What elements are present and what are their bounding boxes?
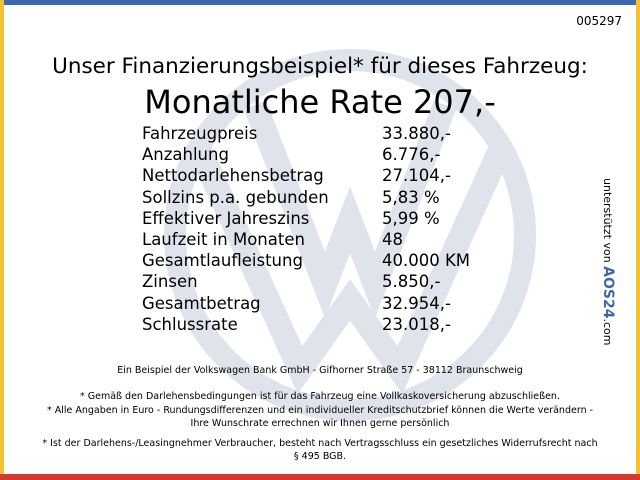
- row-value: 48: [382, 230, 403, 249]
- sidebar-text: unterstützt von: [601, 178, 614, 263]
- row-value: 5,99 %: [382, 208, 440, 228]
- footer-line: * Gemäß den Darlehensbedingungen ist für…: [80, 391, 560, 402]
- row-label: Gesamtlaufleistung: [142, 251, 303, 271]
- row-value: 40.000 KM: [382, 251, 471, 271]
- offer-id: 005297: [576, 14, 622, 28]
- bottom-border: [0, 474, 640, 480]
- brand: AOS24: [600, 266, 616, 319]
- row-label: Gesamtbetrag: [142, 293, 261, 313]
- row-value: 23.018,-: [382, 314, 451, 334]
- monthly-rate: Monatliche Rate 207,-: [144, 83, 496, 121]
- left-border: [0, 0, 4, 480]
- row-label: Laufzeit in Monaten: [142, 230, 305, 249]
- brand-suffix: .com: [601, 318, 614, 346]
- row-label: Anzahlung: [142, 145, 229, 165]
- row-value: 33.880,-: [382, 124, 451, 143]
- row-label: Sollzins p.a. gebunden: [142, 187, 329, 207]
- footer-line: Ein Beispiel der Volkswagen Bank GmbH - …: [117, 365, 523, 376]
- row-label: Schlussrate: [142, 314, 238, 334]
- row-value: 5.850,-: [382, 272, 441, 292]
- row-label: Nettodarlehensbetrag: [142, 166, 324, 186]
- row-label: Zinsen: [142, 272, 198, 292]
- top-border: [0, 0, 640, 5]
- row-value: 6.776,-: [382, 145, 441, 165]
- row-value: 32.954,-: [382, 293, 451, 313]
- right-border: [636, 0, 640, 480]
- footer-line: * Alle Angaben in Euro - Rundungsdiffere…: [46, 405, 594, 429]
- watermark-logo: [164, 49, 536, 421]
- row-label: Effektiver Jahreszins: [142, 208, 310, 228]
- sidebar: unterstützt von AOS24.com: [600, 178, 616, 345]
- row-value: 27.104,-: [382, 166, 451, 186]
- title: Unser Finanzierungsbeispiel* für dieses …: [52, 54, 588, 79]
- row-label: Fahrzeugpreis: [142, 124, 258, 143]
- footer-line: * Ist der Darlehens-/Leasingnehmer Verbr…: [42, 438, 598, 462]
- row-value: 5,83 %: [382, 187, 440, 207]
